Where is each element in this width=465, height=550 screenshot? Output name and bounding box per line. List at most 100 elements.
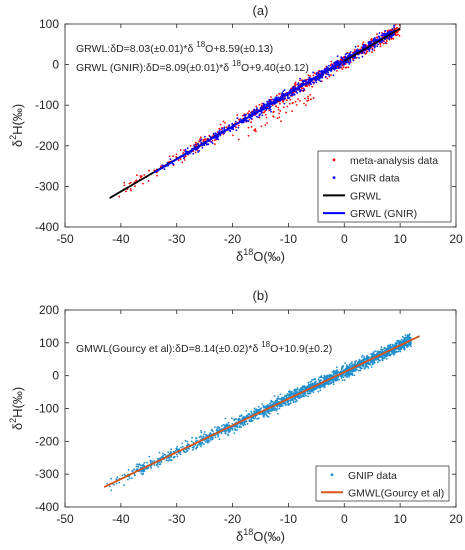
data-point <box>342 364 345 367</box>
data-point <box>241 422 243 424</box>
y-tick-label: -200 <box>35 434 59 448</box>
data-point <box>306 84 308 87</box>
data-point <box>390 37 393 40</box>
data-point <box>296 391 299 393</box>
data-point <box>236 425 239 428</box>
data-point <box>214 132 217 135</box>
data-point <box>247 134 250 137</box>
data-point <box>340 56 343 59</box>
data-point <box>243 416 246 419</box>
data-point <box>363 358 366 361</box>
data-point <box>239 415 241 418</box>
legend-marker <box>332 158 336 162</box>
data-point <box>183 159 186 161</box>
data-point <box>396 26 399 29</box>
y-axis-label: δ2H(‰) <box>8 387 25 430</box>
data-point <box>255 109 257 112</box>
data-point <box>328 380 331 383</box>
data-point <box>344 56 347 58</box>
y-tick-label: 0 <box>52 369 59 383</box>
data-point <box>295 104 298 106</box>
data-point <box>406 334 409 336</box>
data-point <box>353 374 356 377</box>
data-point <box>193 445 196 448</box>
data-point <box>403 338 405 341</box>
x-tick-label: -40 <box>112 512 130 526</box>
data-point <box>319 80 322 83</box>
data-point <box>384 34 386 37</box>
data-point <box>275 409 277 412</box>
data-point <box>255 108 258 110</box>
data-point <box>232 128 235 131</box>
data-point <box>379 45 382 48</box>
data-point <box>214 143 216 146</box>
data-point <box>269 402 271 405</box>
data-point <box>267 405 270 408</box>
x-tick-label: -20 <box>224 232 242 246</box>
data-point <box>296 396 299 399</box>
data-point <box>165 459 168 461</box>
x-axis-label: δ18O(‰) <box>236 247 285 264</box>
y-axis-label: δ2H(‰) <box>8 104 25 147</box>
data-point <box>200 141 203 144</box>
data-point <box>260 112 263 114</box>
data-point <box>189 144 192 147</box>
data-point <box>322 385 324 388</box>
y-tick-label: -300 <box>35 467 59 481</box>
data-point <box>289 94 292 97</box>
data-point <box>176 455 179 458</box>
data-point <box>386 354 388 357</box>
data-point <box>401 335 404 338</box>
data-point <box>209 135 212 138</box>
data-point <box>353 52 356 54</box>
data-point <box>410 343 412 345</box>
data-point <box>323 374 326 377</box>
data-point <box>149 460 152 463</box>
data-point <box>183 157 185 160</box>
data-point <box>262 406 265 409</box>
data-point <box>220 425 223 427</box>
x-tick-label: 10 <box>393 512 407 526</box>
data-point <box>381 34 383 37</box>
data-point <box>408 343 411 346</box>
data-point <box>282 402 284 405</box>
data-point <box>366 365 368 368</box>
x-tick-label: 20 <box>449 512 463 526</box>
data-point <box>318 79 320 82</box>
data-point <box>363 43 365 46</box>
y-tick-label: 100 <box>39 17 59 31</box>
data-point <box>381 32 384 35</box>
data-point <box>207 143 210 146</box>
data-point <box>408 338 411 340</box>
data-point <box>243 422 246 425</box>
data-point <box>368 50 371 52</box>
data-point <box>299 100 301 102</box>
data-point <box>219 123 222 126</box>
data-point <box>305 80 307 83</box>
data-point <box>341 366 344 369</box>
data-point <box>233 418 236 420</box>
data-point <box>255 408 258 411</box>
x-tick-label: -50 <box>56 232 74 246</box>
data-point <box>349 51 352 53</box>
data-point <box>313 389 316 391</box>
data-point <box>248 110 251 113</box>
data-point <box>309 384 312 386</box>
data-point <box>298 397 300 400</box>
data-point <box>162 454 165 457</box>
data-point <box>294 400 297 403</box>
data-point <box>195 448 197 450</box>
data-point <box>219 428 222 431</box>
data-point <box>186 449 189 452</box>
data-point <box>344 362 346 365</box>
data-point <box>142 182 144 185</box>
data-point <box>330 60 333 63</box>
data-point <box>396 342 398 345</box>
data-point <box>331 64 334 67</box>
data-point <box>335 377 338 380</box>
data-point <box>170 448 173 450</box>
data-point <box>200 445 202 448</box>
data-point <box>207 439 210 442</box>
data-point <box>286 97 289 99</box>
data-point <box>232 134 234 137</box>
